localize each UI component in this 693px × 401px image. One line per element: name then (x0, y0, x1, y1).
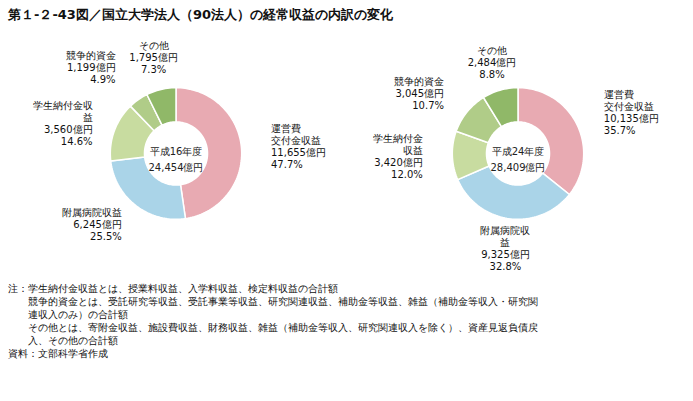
svg-text:その他1,795億円7.3%: その他1,795億円7.3% (129, 40, 178, 75)
svg-text:平成24年度28,409億円: 平成24年度28,409億円 (491, 146, 546, 173)
html-text:第１-２-43図／国立大学法人（90法人）の経常収益の内訳の: 第１-２-43図／国立大学法人（90法人）の経常収益の内訳の変化 (8, 7, 393, 22)
svg-text:附属病院収益9,325億円32.8%: 附属病院収益9,325億円32.8% (480, 225, 530, 272)
html-text:注：学生納付金収益とは、授業料収益、入学料収益、検定料収益の: 注：学生納付金収益とは、授業料収益、入学料収益、検定料収益の合計額 競争的資金と… (8, 283, 538, 359)
svg-text:競争的資金1,199億円4.9%: 競争的資金1,199億円4.9% (66, 50, 116, 85)
svg-text:附属病院収益6,245億円25.5%: 附属病院収益6,245億円25.5% (62, 207, 122, 242)
svg-text:運営費交付金収益11,655億円47.7%: 運営費交付金収益11,655億円47.7% (271, 123, 326, 170)
svg-text:学生納付金収益3,560億円14.6%: 学生納付金収益3,560億円14.6% (33, 100, 93, 147)
svg-text:学生納付金収益3,420億円12.0%: 学生納付金収益3,420億円12.0% (373, 133, 423, 180)
svg-text:平成16年度24,454億円: 平成16年度24,454億円 (149, 146, 204, 173)
svg-text:その他2,484億円8.8%: その他2,484億円8.8% (468, 45, 517, 80)
svg-text:競争的資金3,045億円10.7%: 競争的資金3,045億円10.7% (394, 76, 444, 111)
svg-text:運営費交付金収益10,135億円35.7%: 運営費交付金収益10,135億円35.7% (604, 89, 659, 136)
